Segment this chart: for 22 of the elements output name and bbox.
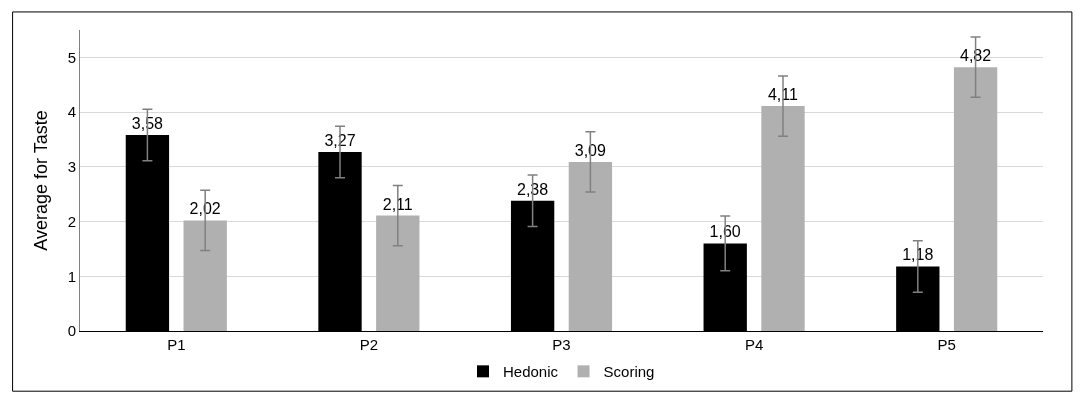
- x-tick-label: P4: [744, 336, 764, 353]
- data-label: 2,11: [382, 195, 413, 213]
- data-label: 2,38: [516, 180, 549, 198]
- legend-label: Scoring: [603, 363, 655, 381]
- data-label: 1,60: [709, 223, 741, 241]
- y-tick-label: 3: [67, 158, 76, 176]
- x-tick-label: P2: [359, 336, 379, 353]
- y-tick-label: 5: [67, 48, 76, 66]
- x-tick-label: P5: [937, 336, 956, 353]
- y-tick-label: 0: [67, 322, 76, 340]
- data-label: 4,11: [767, 86, 799, 104]
- data-label: 3,09: [574, 141, 607, 159]
- y-axis-title: Average for Taste: [30, 110, 51, 251]
- data-label: 1,18: [902, 246, 934, 264]
- y-tick-label: 4: [67, 103, 76, 121]
- data-label: 2,02: [189, 200, 221, 218]
- x-tick-label: P3: [552, 336, 571, 353]
- data-label: 3,27: [324, 132, 356, 150]
- y-tick-label: 2: [67, 212, 76, 230]
- x-tick-label: P1: [167, 336, 186, 353]
- legend-label: Hedonic: [503, 363, 559, 381]
- y-tick-label: 1: [67, 267, 76, 285]
